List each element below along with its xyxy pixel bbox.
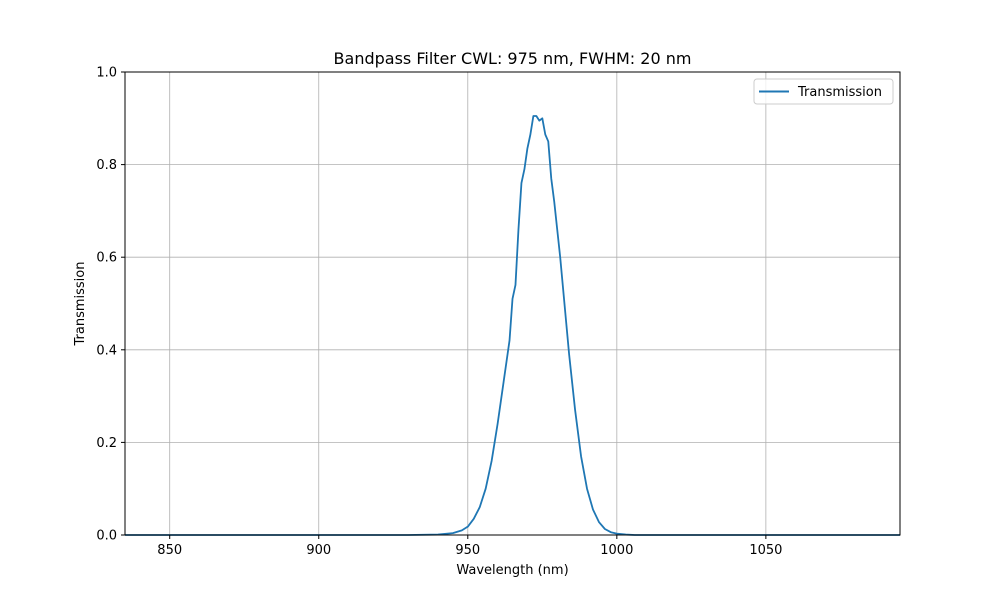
x-tick-label: 850 — [157, 543, 182, 558]
y-tick-label: 0.4 — [96, 343, 117, 358]
series-line-transmission — [125, 115, 900, 536]
x-tick-label: 950 — [455, 543, 480, 558]
x-axis-title: Wavelength (nm) — [456, 563, 568, 578]
y-axis-title: Transmission — [73, 262, 88, 347]
y-tick-label: 0.0 — [96, 529, 117, 544]
x-tick-label: 1050 — [749, 543, 782, 558]
y-tick-label: 0.6 — [96, 251, 117, 266]
tick-layer: 850 900 950 1000 1050 0.0 0.2 0.4 0.6 0.8 1.0 — [96, 66, 782, 559]
x-tick-label: 1000 — [600, 543, 633, 558]
series-layer — [125, 115, 900, 536]
legend: Transmission — [753, 78, 894, 105]
x-tick-label: 900 — [306, 543, 331, 558]
plot-frame — [124, 71, 901, 536]
legend-label: Transmission — [797, 85, 882, 100]
y-tick-label: 1.0 — [96, 66, 117, 81]
chart-title: Bandpass Filter CWL: 975 nm, FWHM: 20 nm — [334, 49, 692, 68]
legend-box — [753, 78, 894, 105]
y-tick-label: 0.8 — [96, 158, 117, 173]
y-tick-label: 0.2 — [96, 436, 117, 451]
